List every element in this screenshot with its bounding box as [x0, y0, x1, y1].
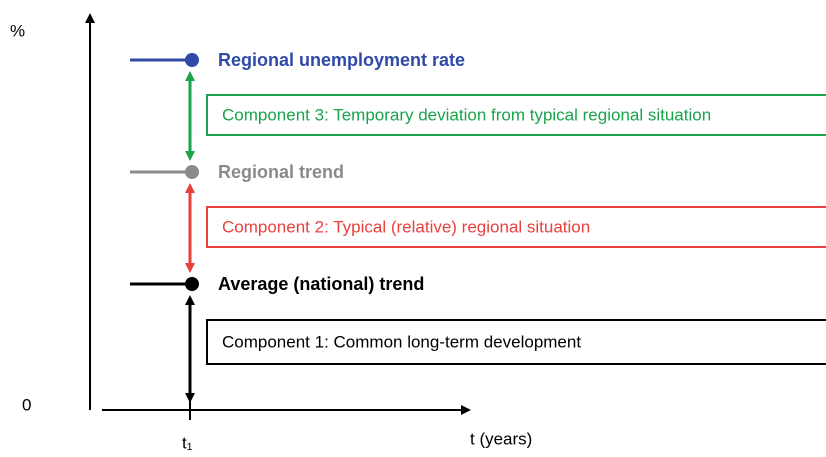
level-label: Regional unemployment rate: [218, 50, 465, 70]
level-label: Regional trend: [218, 162, 344, 182]
level-dot: [185, 53, 199, 67]
component-box: [206, 94, 826, 136]
x-tick-label: t₁: [182, 433, 193, 452]
level-label: Average (national) trend: [218, 274, 424, 294]
level-dot: [185, 277, 199, 291]
y-axis-label: %: [10, 21, 25, 40]
x-axis-label: t (years): [470, 429, 532, 448]
origin-label: 0: [22, 395, 31, 414]
component-label: Component 1: Common long-term developmen…: [222, 332, 581, 351]
component-box: [206, 206, 826, 248]
component-box: [206, 319, 826, 365]
component-label: Component 2: Typical (relative) regional…: [222, 217, 590, 236]
level-dot: [185, 165, 199, 179]
component-label: Component 3: Temporary deviation from ty…: [222, 105, 711, 124]
